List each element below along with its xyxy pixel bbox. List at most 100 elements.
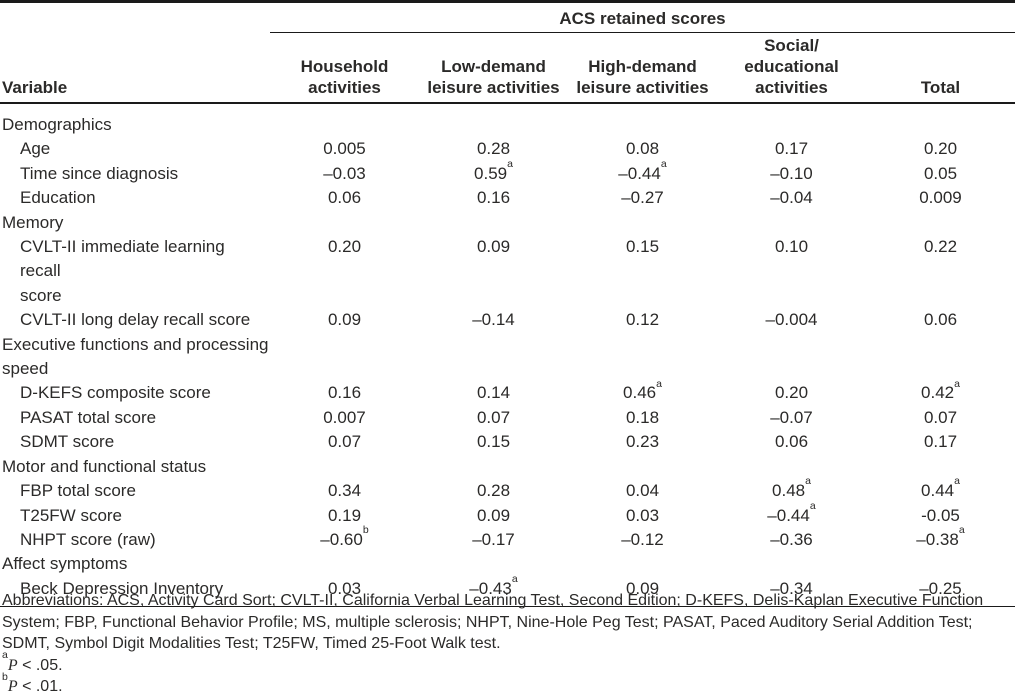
value-cell: 0.06 (774, 432, 809, 452)
value-cell: –0.27 (621, 188, 664, 208)
table-row: CVLT-II long delay recall score 0.09 –0.14… (0, 308, 1015, 332)
value-cell: 0.04 (625, 481, 660, 501)
row-label: FBP total score (20, 481, 136, 501)
row-label: Demographics (2, 115, 112, 134)
value-cell: –0.44a (618, 157, 667, 183)
value-cell: 0.07 (327, 432, 362, 452)
row-label: Time since diagnosis (20, 163, 179, 183)
value-cell: 0.06 (327, 188, 362, 208)
value-cell: 0.12 (625, 310, 660, 330)
value-cell: 0.03 (327, 578, 362, 598)
column-header-total: Total (920, 78, 961, 97)
section-row: Affect symptoms (0, 552, 1015, 576)
value-cell: 0.10 (774, 237, 809, 257)
significance-note: aP < .05. (2, 649, 63, 674)
table-row: SDMT score 0.07 0.15 0.23 0.06 0.17 (0, 430, 1015, 454)
value-cell: 0.03 (625, 505, 660, 525)
table-row: FBP total score 0.34 0.28 0.04 0.48a 0.44a (0, 475, 1015, 503)
table-row: Education 0.06 0.16 –0.27 –0.04 0.009 (0, 186, 1015, 210)
value-cell: 0.007 (323, 407, 366, 427)
table-row: CVLT-II immediate learning recall score 0.… (0, 235, 1015, 308)
value-cell: 0.19 (327, 505, 362, 525)
value-cell: 0.34 (327, 481, 362, 501)
value-cell: 0.09 (327, 310, 362, 330)
row-label: Education (20, 188, 96, 208)
value-cell: 0.46a (623, 377, 662, 403)
value-cell: –0.43a (469, 572, 518, 598)
value-cell: 0.28 (476, 139, 511, 159)
value-cell: 0.005 (323, 139, 366, 159)
value-cell: 0.07 (923, 407, 958, 427)
row-label: T25FW score (20, 505, 123, 525)
value-cell: 0.15 (476, 432, 511, 452)
section-row: Demographics (0, 113, 1015, 137)
value-cell: 0.16 (327, 383, 362, 403)
value-cell: 0.16 (476, 188, 511, 208)
section-row: Motor and functional status (0, 455, 1015, 479)
value-cell: –0.04 (770, 188, 813, 208)
table-row: Age 0.005 0.28 0.08 0.17 0.20 (0, 137, 1015, 161)
value-cell: –0.10 (770, 163, 813, 183)
variable-column-header: Variable (2, 78, 68, 97)
table-row: D-KEFS composite score 0.16 0.14 0.46a 0.20 0… (0, 377, 1015, 405)
abbreviations-note: Abbreviations: ACS, Activity Card Sort; … (2, 592, 984, 653)
value-cell: 0.28 (476, 481, 511, 501)
value-cell: 0.009 (919, 188, 962, 208)
value-cell: 0.48a (772, 475, 811, 501)
row-label: NHPT score (raw) (20, 529, 156, 549)
row-label: D-KEFS composite score (20, 383, 211, 403)
value-cell: 0.08 (625, 139, 660, 159)
value-cell: –0.004 (765, 310, 818, 330)
value-cell: 0.44a (921, 475, 960, 501)
column-header-social-educational-activities: Social/educational activities (744, 36, 839, 97)
value-cell: –0.14 (472, 310, 515, 330)
table-row: T25FW score 0.19 0.09 0.03 –0.44a -0.05 (0, 499, 1015, 528)
value-cell: 0.18 (625, 407, 660, 427)
value-cell: 0.23 (625, 432, 660, 452)
section-row: Memory (0, 211, 1015, 235)
row-label: CVLT-II immediate learning recall score (20, 237, 225, 305)
footnotes: Abbreviations: ACS, Activity Card Sort; … (0, 590, 1015, 692)
spanner-header: ACS retained scores (270, 6, 1015, 33)
value-cell: 0.22 (923, 237, 958, 257)
row-label: Motor and functional status (2, 456, 207, 476)
value-cell: 0.59a (474, 157, 513, 183)
significance-notes: aP < .05. bP < .01. (2, 649, 1015, 692)
table-row: Time since diagnosis –0.03 0.59a –0.44a –0.1… (0, 157, 1015, 186)
column-header-low-demand-leisure-activities: Low-demand leisure activities (427, 57, 560, 97)
row-label: Executive functions and processing speed (2, 334, 269, 379)
table-body: Demographics Age 0.005 0.28 0.08 0.17 0.20 Time… (0, 106, 1015, 608)
column-header-row: Variable Household activities Low-demand le… (0, 33, 1015, 104)
value-cell: -0.05 (921, 505, 960, 525)
column-header-household-activities: Household activities (300, 57, 389, 97)
row-label: SDMT score (20, 432, 115, 452)
value-cell: 0.07 (476, 407, 511, 427)
row-label: Age (20, 139, 51, 159)
value-cell: 0.06 (923, 310, 958, 330)
table-row: PASAT total score 0.007 0.07 0.18 –0.07 0.07 (0, 406, 1015, 430)
value-cell: –0.17 (472, 529, 515, 549)
value-cell: –0.36 (770, 529, 813, 549)
table-row: Beck Depression Inventory 0.03 –0.43a 0.09 –… (0, 572, 1015, 601)
value-cell: 0.15 (625, 237, 660, 257)
value-cell: –0.12 (621, 529, 664, 549)
column-header-high-demand-leisure-activities: High-demand leisure activities (576, 57, 709, 97)
value-cell: 0.20 (774, 383, 809, 403)
value-cell: 0.09 (625, 578, 660, 598)
value-cell: 0.17 (923, 432, 958, 452)
value-cell: –0.38a (916, 524, 965, 549)
value-cell: –0.34 (770, 578, 813, 598)
table-top-rule (0, 0, 1015, 3)
value-cell: 0.17 (774, 139, 809, 159)
table-row: NHPT score (raw) –0.60b –0.17 –0.12 –0.36 –0.… (0, 524, 1015, 552)
value-cell: 0.42a (921, 377, 960, 403)
value-cell: –0.07 (770, 407, 813, 427)
section-row: Executive functions and processing speed (0, 333, 1015, 382)
value-cell: –0.03 (323, 163, 366, 183)
value-cell: –0.44a (767, 499, 816, 525)
row-label: Memory (2, 212, 64, 232)
value-cell: 0.14 (476, 383, 511, 403)
value-cell: 0.20 (327, 237, 362, 257)
value-cell: 0.20 (923, 139, 958, 159)
